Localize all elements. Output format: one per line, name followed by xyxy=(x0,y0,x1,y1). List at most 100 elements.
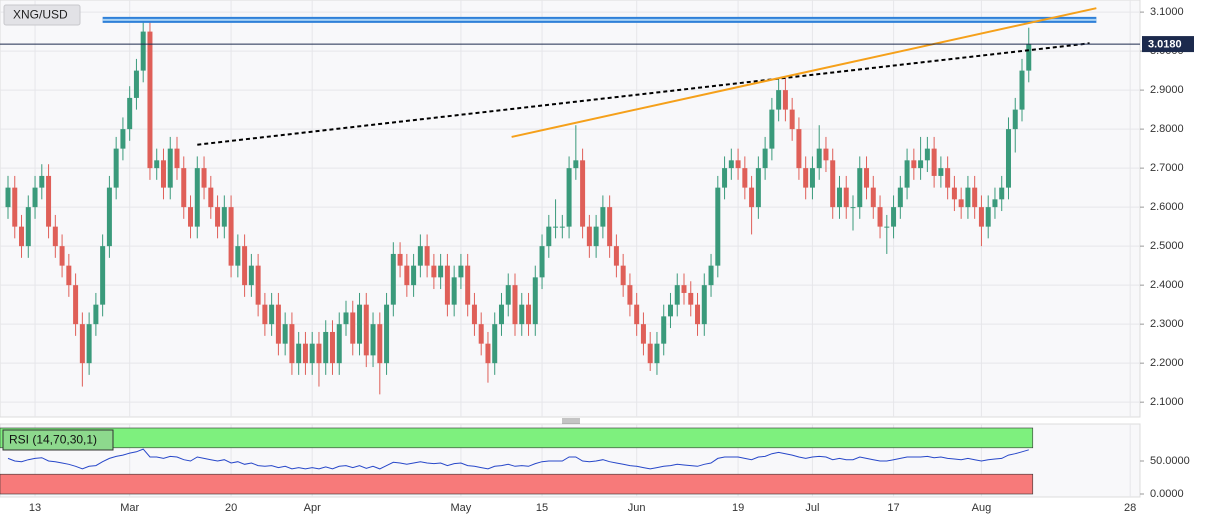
candle-body xyxy=(850,207,856,209)
last-price-box xyxy=(1142,36,1194,53)
y-tick-label: 2.2000 xyxy=(1150,357,1184,369)
candle-body xyxy=(492,324,498,364)
candle-body xyxy=(282,324,288,344)
x-tick-label: Aug xyxy=(972,502,992,514)
oversold-zone xyxy=(0,473,1034,495)
candle-body xyxy=(904,160,910,188)
trend-line xyxy=(511,7,1097,138)
x-tick-label: 15 xyxy=(536,502,548,514)
candle-body xyxy=(958,199,964,208)
candle-body xyxy=(769,109,775,149)
candle-body xyxy=(424,246,430,266)
candle-body xyxy=(228,207,234,266)
candle-body xyxy=(336,324,342,364)
candle-body xyxy=(566,168,572,227)
candle-body xyxy=(498,304,504,325)
candle-body xyxy=(722,168,728,188)
candle-body xyxy=(931,148,937,176)
candle-body xyxy=(546,226,552,247)
candle-body xyxy=(681,285,687,293)
x-tick-label: 17 xyxy=(887,502,899,514)
candle-body xyxy=(580,160,586,227)
candle-body xyxy=(1005,129,1011,188)
candle-body xyxy=(789,109,795,130)
trend-line xyxy=(197,42,1090,146)
candle-body xyxy=(978,207,984,227)
candle-body xyxy=(377,324,383,364)
candle-body xyxy=(911,160,917,169)
rsi-line xyxy=(7,448,1029,470)
candle-body xyxy=(323,331,329,364)
candle-body xyxy=(444,265,450,305)
candle-body xyxy=(390,253,396,305)
candle-body xyxy=(296,343,302,364)
candle-body xyxy=(25,207,31,247)
rsi-label: RSI (14,70,30,1) xyxy=(9,433,97,447)
candle-body xyxy=(607,207,613,247)
candle-body xyxy=(194,168,200,227)
candle-body xyxy=(12,187,18,227)
rsi-tick-label: 0.0000 xyxy=(1150,488,1184,500)
candle-body xyxy=(999,187,1005,200)
candle-body xyxy=(891,207,897,227)
candle-body xyxy=(167,148,173,188)
candle-body xyxy=(945,168,951,188)
y-tick-label: 2.4000 xyxy=(1150,279,1184,291)
candle-body xyxy=(79,324,85,364)
candle-body xyxy=(370,324,376,356)
candle-body xyxy=(66,265,72,286)
candle-body xyxy=(431,265,437,278)
candle-body xyxy=(823,148,829,161)
candle-body xyxy=(749,187,755,208)
candle-body xyxy=(262,304,268,325)
candle-body xyxy=(830,160,836,208)
candle-body xyxy=(640,324,646,344)
candle-body xyxy=(505,285,511,305)
candle-body xyxy=(478,324,484,344)
y-tick-label: 2.5000 xyxy=(1150,240,1184,252)
candle-body xyxy=(100,246,106,305)
candle-body xyxy=(796,129,802,169)
candle-body xyxy=(600,207,606,227)
candle-body xyxy=(451,277,457,305)
y-tick-label: 2.1000 xyxy=(1150,396,1184,408)
candle-body xyxy=(877,207,883,227)
candle-body xyxy=(992,199,998,208)
candle-body xyxy=(120,129,126,149)
candle-body xyxy=(634,304,640,325)
panel-grip[interactable] xyxy=(562,418,580,424)
candle-body xyxy=(755,168,761,208)
candle-body xyxy=(870,187,876,208)
candle-body xyxy=(242,246,248,286)
candle-body xyxy=(965,187,971,208)
candle-body xyxy=(512,285,518,325)
candle-body xyxy=(762,148,768,169)
candle-body xyxy=(302,343,308,364)
candle-body xyxy=(897,187,903,208)
candle-body xyxy=(411,265,417,286)
candle-body xyxy=(357,304,363,344)
candle-body xyxy=(613,246,619,266)
candle-body xyxy=(46,175,52,227)
overlay: 3.0180 xyxy=(0,7,1194,146)
x-tick-label: 13 xyxy=(29,502,41,514)
candle-body xyxy=(924,148,930,161)
candle-body xyxy=(776,90,782,110)
candle-body xyxy=(918,160,924,169)
candle-body xyxy=(857,168,863,208)
candle-body xyxy=(19,226,25,247)
candle-body xyxy=(803,168,809,188)
candle-body xyxy=(809,168,815,188)
candle-body xyxy=(181,168,187,208)
candle-body xyxy=(106,187,112,247)
candle-body xyxy=(215,207,221,227)
x-tick-label: Jul xyxy=(805,502,819,514)
y-tick-label: 2.8000 xyxy=(1150,123,1184,135)
candle-body xyxy=(269,304,275,325)
candle-body xyxy=(485,343,491,364)
candle-body xyxy=(32,187,38,208)
candle-body xyxy=(864,168,870,188)
candle-body xyxy=(140,31,146,71)
candle-body xyxy=(343,312,349,325)
